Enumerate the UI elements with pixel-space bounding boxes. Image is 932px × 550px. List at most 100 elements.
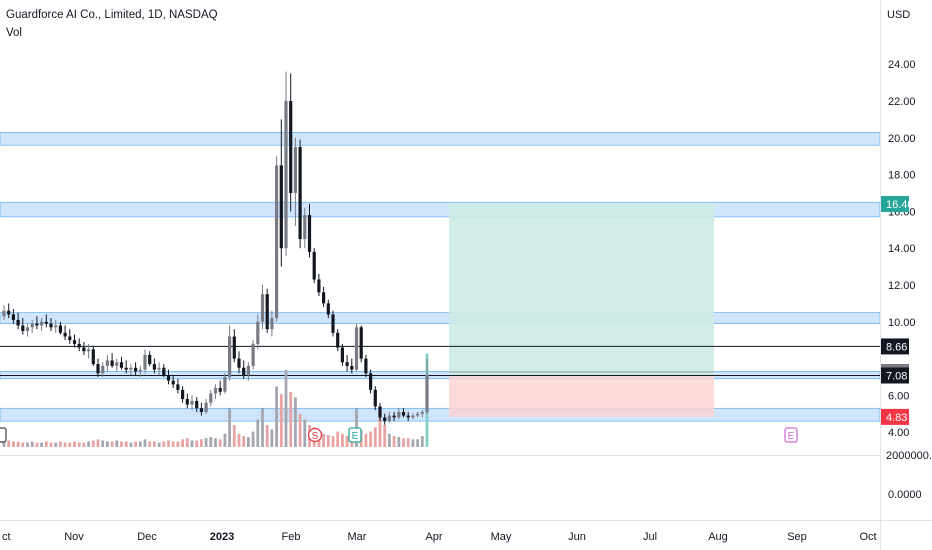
earnings-marker: E [348,427,362,443]
candle-body [218,388,222,392]
time-tick-label: Nov [64,531,84,543]
candle-body [110,360,114,366]
volume-bar [148,441,152,447]
volume-bar [73,441,76,447]
volume-bar [40,442,43,447]
volume-bar [406,438,410,447]
volume-bar [96,439,100,447]
volume-bar [157,442,161,447]
candle-body [157,367,161,370]
zone-band [0,312,881,324]
volume-bar [26,442,29,447]
volume-bar [364,433,368,447]
time-tick-label: Aug [708,531,728,543]
volume-bar [91,440,95,447]
price-axis[interactable]: 24.0022.0020.0018.0016.0014.0012.0010.00… [888,59,916,439]
volume-bar [397,437,401,447]
volume-bar [298,414,302,447]
volume-bar [284,370,288,447]
price-tick-label: 24.00 [888,59,916,71]
price-tag-line: 8.66 [881,338,909,355]
time-tick-label: Oct [859,531,876,543]
candle-body [373,389,377,407]
volume-bar [143,439,147,447]
candle-body [303,215,307,239]
candle-body [369,373,373,390]
volume-bar [200,439,203,447]
marker-label: S [312,431,319,442]
volume-bar [388,433,391,447]
candle-body [68,336,72,341]
long-position-tool[interactable] [449,204,714,417]
candle-body [11,314,15,320]
volume-bar [341,433,344,447]
price-tag-value: 4.83 [886,412,907,424]
price-tick-label: 20.00 [888,133,916,145]
candlesticks [2,71,429,425]
volume-bar [289,392,293,447]
volume-indicator-label[interactable]: Vol [6,27,22,39]
support-resistance-zones [0,132,881,422]
candle-body [7,310,11,315]
candle-body [260,294,265,322]
time-tick-label: Mar [348,531,367,543]
candle-body [213,388,218,394]
volume-bar [369,431,372,447]
candle-body [44,321,48,324]
volume-bar [279,394,283,447]
volume-bar [331,436,335,447]
candle-body [392,415,396,418]
time-axis[interactable]: ct Nov Dec 2023 Feb Mar Apr May Jun Jul Aug Sep Oct [2,531,877,543]
candle-body [166,375,171,381]
candle-body [152,364,156,370]
price-tick-label: 18.00 [888,170,916,182]
candle-body [312,251,316,280]
candle-body [49,323,53,328]
marker-shape [307,427,323,443]
time-tick-label: Jul [643,531,657,543]
candle-body [275,165,279,319]
volume-bar [256,419,260,447]
candle-body [279,165,283,249]
candle-body [54,325,58,328]
candle-body [416,413,420,416]
volume-bar [68,442,72,447]
volume-bar [87,441,90,447]
volume-bar [190,440,194,447]
candle-body [378,406,382,418]
volume-bar [16,441,20,447]
volume-bar [247,437,250,447]
price-tag-bg [881,367,909,384]
candle-body [77,343,81,348]
candle-body [326,303,330,315]
candle-body [96,364,100,374]
time-tick-label: ct [2,531,11,543]
volume-bar [120,441,123,447]
time-tick-label: Apr [425,531,442,543]
candle-body [223,376,227,392]
volume-bar [275,386,278,447]
marker-label: E [788,431,795,442]
volume-bar [138,441,142,447]
candle-body [16,319,20,326]
price-tag-stop: 4.83 [881,408,909,425]
candle-body [21,325,25,331]
price-tick-label: 14.00 [888,243,916,255]
volume-bar [416,439,419,447]
horizontal-lines [0,345,880,376]
volume-bar [237,433,241,447]
candle-body [87,349,91,352]
volume-bar [171,441,175,447]
candle-body [336,332,340,348]
candle-body [387,415,391,422]
candle-body [58,325,62,333]
volume-bar [30,441,34,447]
candle-body [246,365,250,376]
candle-body [307,215,312,252]
price-tag-target: 16.40 [881,196,914,213]
volume-bar [153,441,156,447]
time-tick-label: Jun [568,531,586,543]
candle-body [72,340,77,344]
